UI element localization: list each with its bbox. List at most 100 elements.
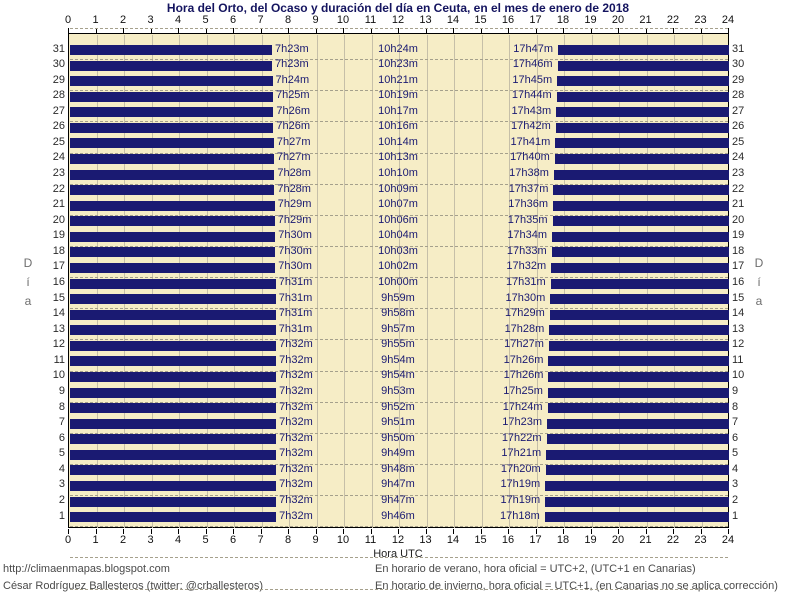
day-number-left: 24 xyxy=(52,151,65,164)
night-bar-evening xyxy=(545,496,729,507)
day-number-left: 29 xyxy=(52,73,65,86)
night-bar-morning xyxy=(70,153,274,164)
night-bar-evening xyxy=(547,387,729,398)
sunset-label: 17h44m xyxy=(511,89,552,102)
day-number-right: 3 xyxy=(732,478,739,491)
gridline-dashed xyxy=(70,339,728,341)
gridline-dashed xyxy=(70,214,728,216)
y-axis-label-letter: a xyxy=(755,294,763,308)
tick-label-top: 20 xyxy=(611,14,625,26)
gridline-dashed xyxy=(70,432,728,434)
day-number-left: 17 xyxy=(52,260,65,273)
footer-note-summer: En horario de verano, hora oficial = UTC… xyxy=(375,563,696,575)
sunset-label: 17h21m xyxy=(501,447,542,460)
night-bar-morning xyxy=(70,480,277,491)
tick-label-bottom: 16 xyxy=(501,534,515,546)
tick-label-bottom: 7 xyxy=(257,534,264,546)
night-bar-evening xyxy=(545,465,729,476)
tick-mark-top xyxy=(590,28,592,33)
sunset-label: 17h47m xyxy=(513,42,554,55)
daylength-label: 9h54m xyxy=(381,369,415,382)
tick-mark-bottom xyxy=(288,529,289,534)
tick-mark-top xyxy=(700,28,702,33)
sunset-label: 17h22m xyxy=(501,431,542,444)
sunset-label: 17h31m xyxy=(505,276,546,289)
night-bar-morning xyxy=(70,231,276,242)
sunset-label: 17h28m xyxy=(504,322,545,335)
sunset-label: 17h34m xyxy=(507,229,548,242)
sunrise-label: 7h32m xyxy=(279,494,313,507)
sunset-label: 17h24m xyxy=(502,400,543,413)
tick-label-bottom: 24 xyxy=(721,534,735,546)
daylength-label: 10h14m xyxy=(378,135,418,148)
daylength-label: 9h57m xyxy=(381,322,415,335)
day-number-left: 2 xyxy=(58,494,65,507)
sunrise-label: 7h28m xyxy=(277,182,311,195)
daylength-label: 10h04m xyxy=(378,229,418,242)
tick-mark-bottom xyxy=(95,529,97,534)
night-bar-evening xyxy=(555,122,729,133)
night-bar-evening xyxy=(552,231,729,242)
tick-mark-top xyxy=(315,28,317,33)
sunset-label: 17h46m xyxy=(512,58,553,71)
night-bar-evening xyxy=(553,200,729,211)
sunrise-label: 7h32m xyxy=(279,416,313,429)
day-number-left: 20 xyxy=(52,213,65,226)
daylength-label: 9h47m xyxy=(381,478,415,491)
sunset-label: 17h19m xyxy=(500,478,541,491)
night-bar-evening xyxy=(548,371,729,382)
day-number-left: 18 xyxy=(52,244,65,257)
y-axis-label-letter: D xyxy=(23,256,33,270)
gridline-dashed xyxy=(70,59,728,61)
daylength-label: 9h53m xyxy=(381,385,415,398)
sunrise-label: 7h26m xyxy=(276,120,311,133)
sunset-label: 17h42m xyxy=(510,120,551,133)
day-number-right: 14 xyxy=(732,307,745,320)
sunset-label: 17h23m xyxy=(502,416,543,429)
daylength-label: 10h06m xyxy=(378,213,418,226)
tick-label-top: 16 xyxy=(501,14,515,26)
tick-label-top: 21 xyxy=(639,14,652,26)
tick-mark-bottom xyxy=(343,529,344,534)
sunrise-label: 7h24m xyxy=(275,73,310,86)
gridline-vertical xyxy=(371,35,373,528)
gridline-vertical xyxy=(316,35,318,528)
daylength-label: 10h00m xyxy=(378,276,418,289)
night-bar-evening xyxy=(546,434,729,445)
tick-mark-top xyxy=(398,28,399,33)
daylength-label: 9h55m xyxy=(381,338,415,351)
day-number-right: 4 xyxy=(732,462,739,475)
tick-label-bottom: 3 xyxy=(147,534,154,546)
day-number-right: 29 xyxy=(732,73,745,86)
tick-label-bottom: 5 xyxy=(202,534,209,546)
tick-mark-top xyxy=(728,28,729,33)
day-number-right: 12 xyxy=(732,338,745,351)
night-bar-morning xyxy=(70,418,277,429)
tick-label-top: 0 xyxy=(64,14,72,26)
gridline-vertical xyxy=(289,35,290,528)
tick-label-top: 10 xyxy=(336,14,350,26)
night-bar-evening xyxy=(551,262,729,273)
tick-label-bottom: 13 xyxy=(419,534,432,546)
sunrise-label: 7h32m xyxy=(279,431,313,444)
sunrise-label: 7h32m xyxy=(279,509,313,522)
sunset-label: 17h37m xyxy=(508,182,549,195)
sunrise-label: 7h30m xyxy=(278,244,312,257)
tick-label-top: 15 xyxy=(474,14,487,26)
tick-mark-top xyxy=(673,28,674,33)
tick-mark-bottom xyxy=(673,529,674,534)
gridline-vertical xyxy=(481,35,483,528)
sunset-label: 17h43m xyxy=(511,104,552,117)
night-bar-evening xyxy=(557,60,729,71)
tick-label-top: 24 xyxy=(721,14,735,26)
tick-mark-bottom xyxy=(123,529,124,534)
tick-label-bottom: 0 xyxy=(64,534,72,546)
sunset-label: 17h18m xyxy=(499,509,540,522)
day-number-right: 15 xyxy=(732,291,745,304)
night-bar-morning xyxy=(70,465,277,476)
tick-label-top: 11 xyxy=(364,14,377,26)
tick-mark-top xyxy=(453,28,454,33)
sunrise-label: 7h32m xyxy=(279,369,313,382)
night-bar-morning xyxy=(70,371,277,382)
daylength-label: 9h59m xyxy=(381,291,415,304)
